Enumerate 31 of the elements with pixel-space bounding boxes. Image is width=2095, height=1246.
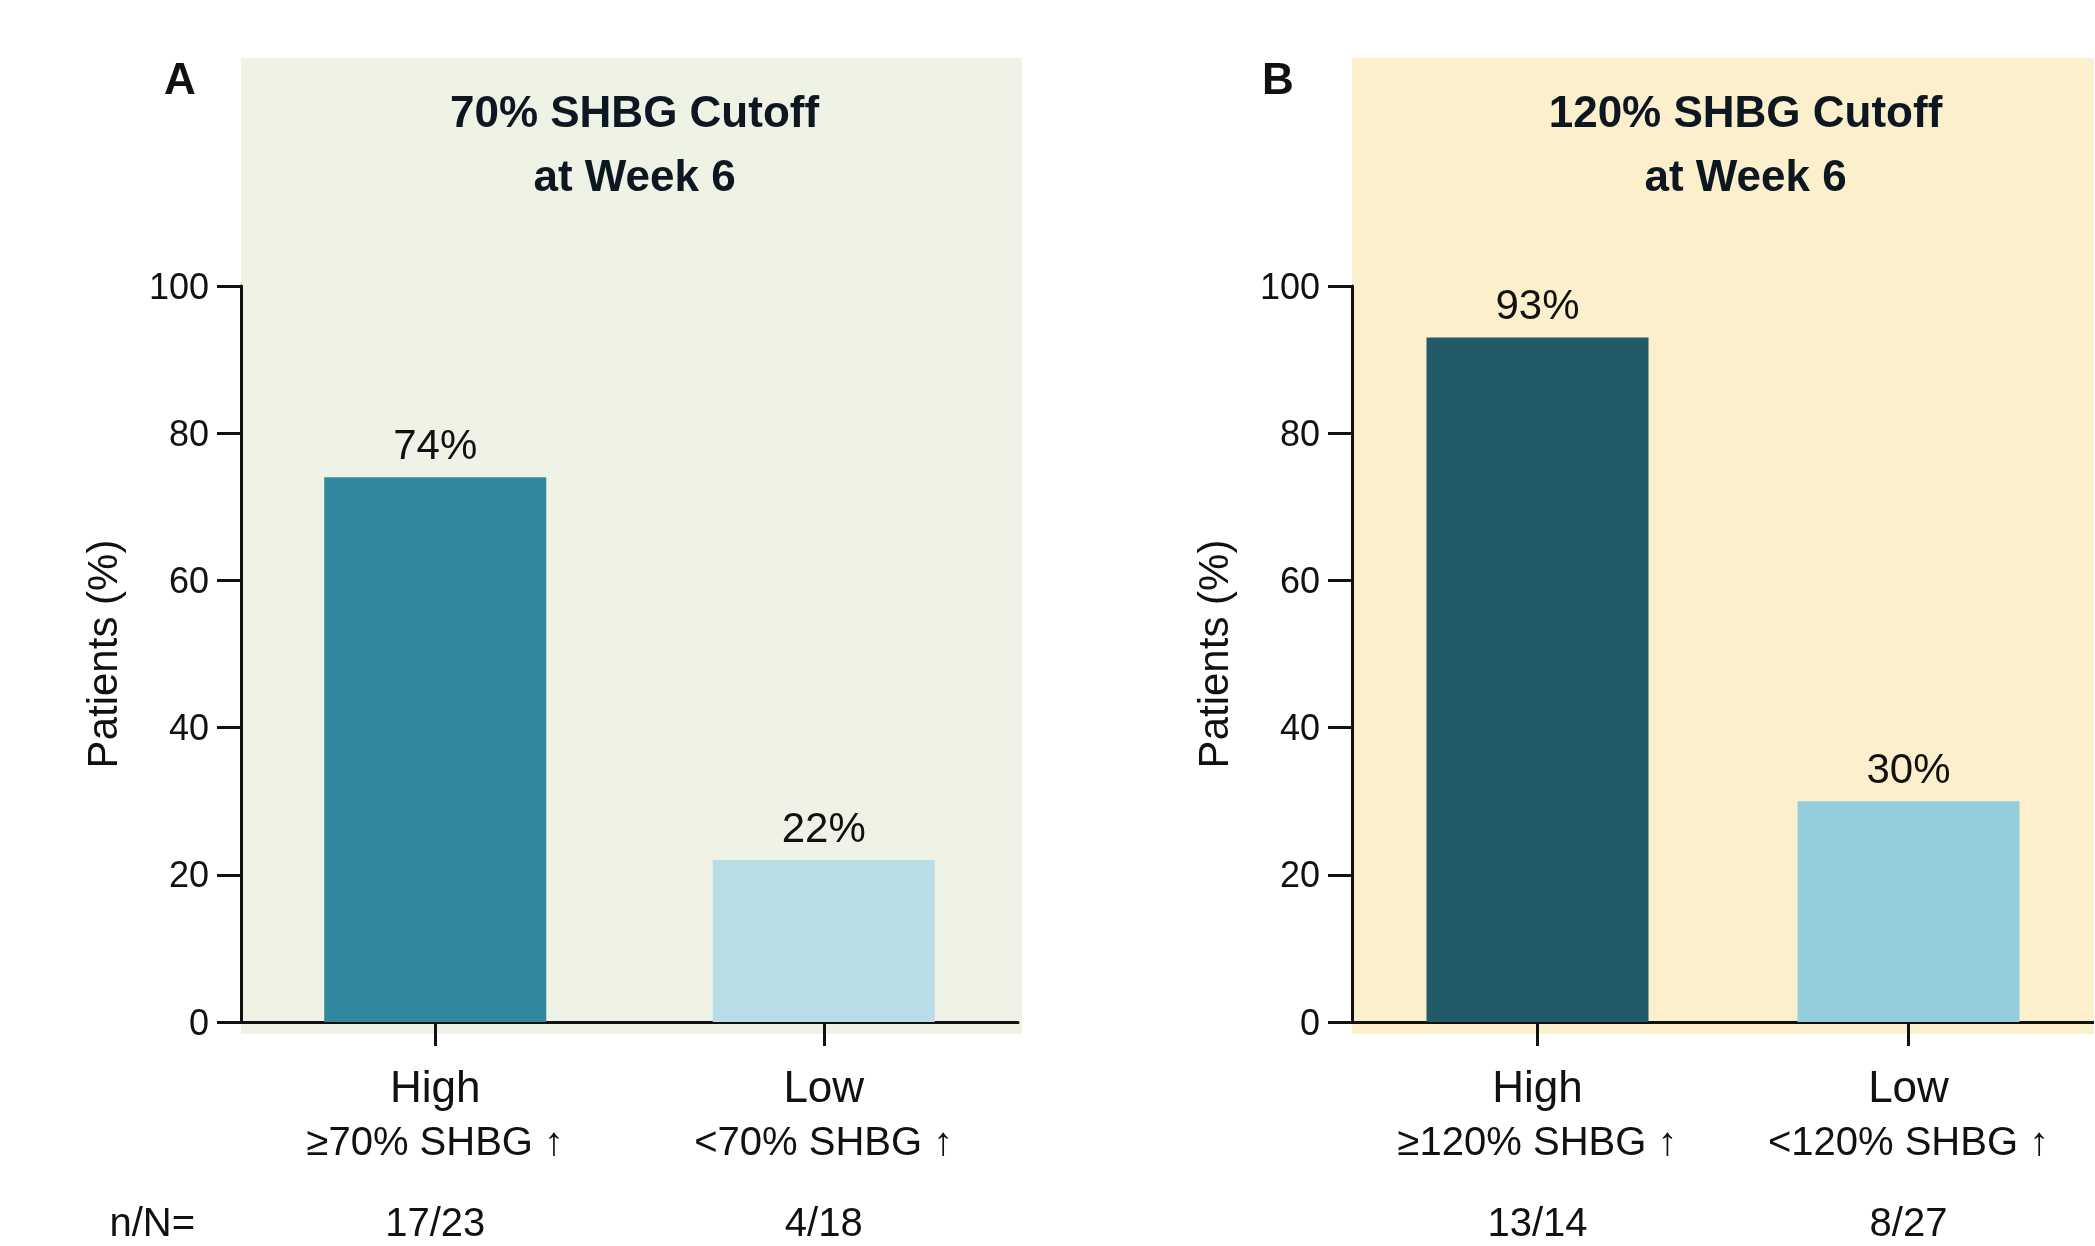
data-label: 74% bbox=[393, 420, 478, 468]
y-tick-label: 60 bbox=[1279, 559, 1320, 601]
x-tick-label: High ≥70% SHBG ↑ bbox=[306, 1061, 565, 1163]
data-label: 93% bbox=[1495, 281, 1580, 329]
data-label: 22% bbox=[781, 803, 866, 851]
y-tick-label: 20 bbox=[168, 854, 209, 896]
y-tick-label: 40 bbox=[168, 707, 209, 749]
chart-title: 120% SHBG Cutoff at Week 6 bbox=[1548, 86, 1943, 200]
y-tick-label: 40 bbox=[1279, 707, 1320, 749]
text: A bbox=[164, 53, 196, 103]
y-tick-label: 0 bbox=[188, 1001, 209, 1043]
text: B bbox=[1262, 53, 1294, 103]
y-tick-label: 100 bbox=[148, 265, 209, 307]
chart-title: 70% SHBG Cutoff at Week 6 bbox=[449, 86, 820, 200]
x-tick-label: Low <120% SHBG ↑ bbox=[1767, 1061, 2050, 1163]
y-tick-label: 20 bbox=[1279, 854, 1320, 896]
text: 13/14 bbox=[1487, 1200, 1588, 1244]
y-tick-label: 80 bbox=[1279, 412, 1320, 454]
x-tick-label: Low <70% SHBG ↑ bbox=[694, 1061, 954, 1163]
y-tick-label: 100 bbox=[1259, 265, 1320, 307]
text: 8/27 bbox=[1869, 1200, 1948, 1244]
y-axis-title: Patients (%) bbox=[1189, 539, 1237, 769]
y-axis-title: Patients (%) bbox=[78, 539, 126, 769]
text: n/N= bbox=[109, 1200, 195, 1244]
x-tick-label: High ≥120% SHBG ↑ bbox=[1397, 1061, 1678, 1163]
text: 4/18 bbox=[784, 1200, 863, 1244]
y-tick-label: 80 bbox=[168, 412, 209, 454]
data-label: 30% bbox=[1866, 744, 1951, 792]
y-tick-label: 60 bbox=[168, 559, 209, 601]
y-tick-label: 0 bbox=[1299, 1001, 1320, 1043]
text: 17/23 bbox=[385, 1200, 486, 1244]
